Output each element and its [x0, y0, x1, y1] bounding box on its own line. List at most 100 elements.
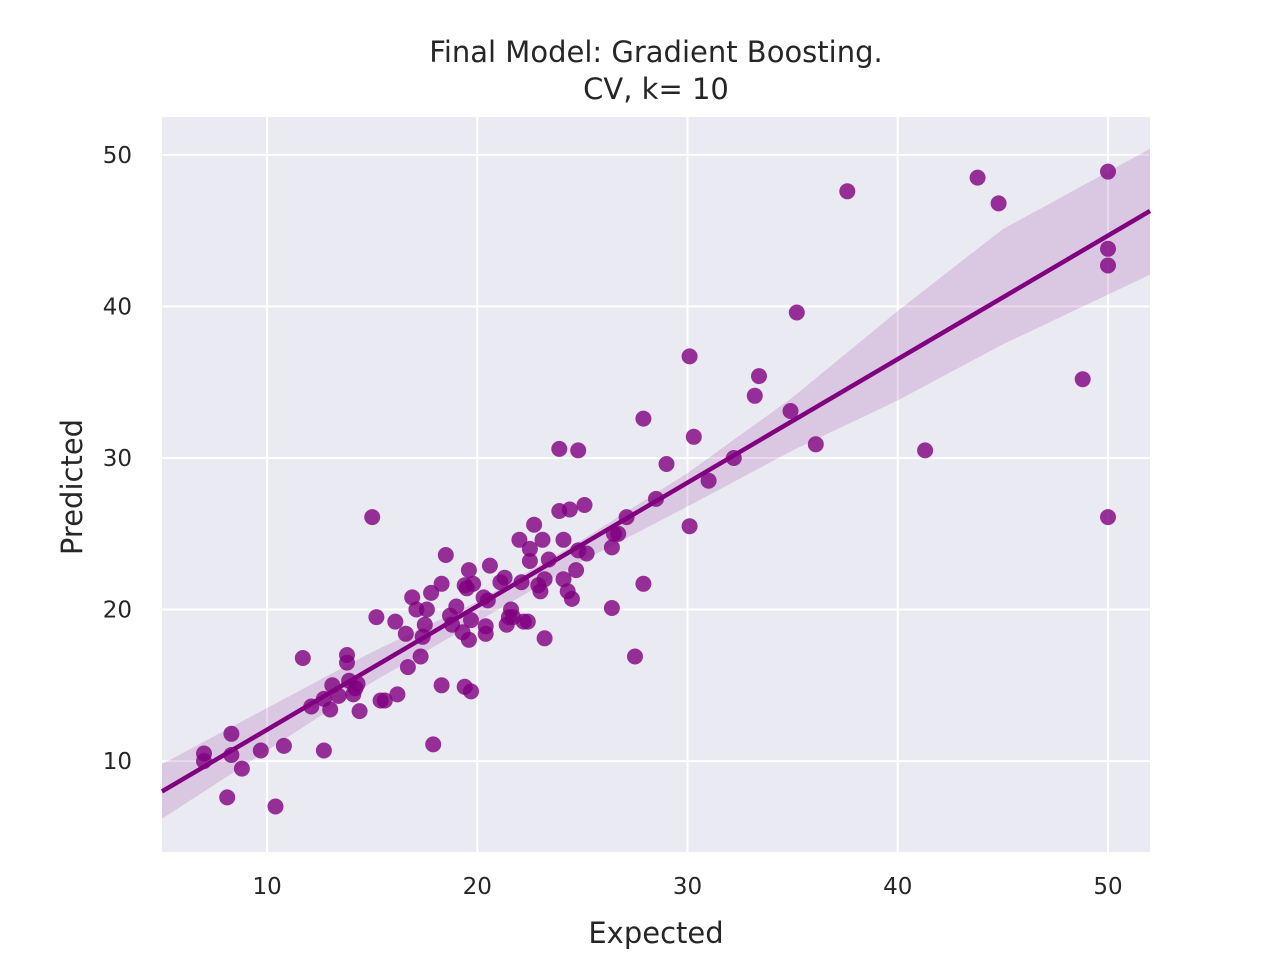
data-point [404, 589, 421, 606]
data-point [555, 531, 572, 548]
data-point [1100, 163, 1116, 180]
data-point [526, 516, 543, 533]
x-tick-label: 40 [883, 874, 912, 900]
data-point [433, 677, 450, 694]
data-point [551, 440, 568, 457]
data-point [1100, 240, 1116, 257]
data-point [618, 509, 635, 526]
y-tick-label: 40 [103, 294, 132, 320]
data-point [610, 525, 627, 542]
data-point [322, 701, 339, 718]
data-point [389, 686, 406, 703]
data-point [267, 798, 284, 815]
data-point [416, 616, 433, 633]
data-point [658, 456, 675, 472]
y-tick-label: 50 [103, 143, 132, 169]
data-point [555, 571, 572, 588]
y-axis-label: Predicted [55, 419, 89, 555]
data-point [479, 592, 496, 609]
data-points [196, 163, 1116, 815]
data-point [223, 747, 240, 763]
data-point [448, 598, 465, 615]
data-point [437, 547, 454, 563]
chart-title: Final Model: Gradient Boosting. [429, 35, 882, 69]
data-point [412, 648, 429, 665]
y-tick-label: 10 [103, 749, 132, 775]
data-point [219, 789, 236, 806]
data-point [725, 450, 742, 466]
data-point [917, 442, 934, 459]
data-point [496, 569, 513, 586]
data-point [681, 518, 698, 535]
data-point [990, 195, 1007, 212]
data-point [576, 497, 593, 513]
data-point [536, 571, 553, 588]
x-tick-labels: 10 20 30 40 50 [252, 874, 1122, 900]
data-point [635, 575, 652, 592]
data-point [540, 551, 557, 568]
x-tick-label: 20 [463, 874, 492, 900]
data-point [339, 654, 355, 671]
data-point [1074, 371, 1091, 388]
x-axis-label: Expected [588, 916, 723, 950]
data-point [519, 613, 536, 630]
data-point [627, 648, 643, 665]
data-point [648, 490, 664, 507]
data-point [349, 675, 366, 692]
data-point [423, 584, 440, 601]
y-tick-label: 30 [103, 446, 132, 472]
data-point [368, 609, 385, 626]
data-point [414, 628, 431, 645]
data-point [1100, 509, 1116, 526]
data-point [460, 631, 477, 648]
data-point [536, 630, 553, 647]
data-point [223, 725, 240, 742]
data-point [534, 531, 551, 548]
data-point [513, 574, 530, 591]
data-point [303, 698, 320, 715]
data-point [460, 562, 477, 579]
data-point [397, 625, 414, 642]
plot-area [162, 117, 1150, 852]
data-point [681, 348, 698, 365]
data-point [751, 368, 767, 385]
confidence-band [162, 148, 1150, 819]
data-point [399, 659, 416, 676]
data-point [635, 410, 652, 427]
chart-subtitle: CV, k= 10 [583, 72, 729, 106]
data-point [275, 737, 292, 754]
data-point [563, 590, 580, 607]
data-point [418, 601, 435, 618]
data-point [578, 545, 595, 562]
x-tick-label: 10 [252, 874, 281, 900]
data-point [969, 169, 986, 186]
data-point [839, 183, 856, 200]
data-point [1100, 257, 1116, 274]
data-point [570, 442, 587, 459]
data-point [463, 612, 479, 629]
data-point [252, 742, 269, 759]
data-point [603, 600, 620, 616]
data-point [465, 575, 482, 592]
data-point [425, 736, 442, 753]
data-point [351, 703, 368, 720]
data-point [433, 575, 450, 592]
y-tick-label: 20 [103, 598, 132, 624]
y-tick-labels: 10 20 30 40 50 [103, 143, 132, 775]
data-point [700, 472, 717, 489]
data-point [387, 613, 404, 630]
data-point [568, 562, 585, 579]
data-point [294, 650, 311, 666]
data-point [532, 583, 549, 600]
data-point [511, 531, 528, 548]
confidence-band-layer [162, 148, 1150, 819]
data-point [477, 625, 494, 642]
data-point [330, 687, 347, 704]
x-tick-label: 30 [673, 874, 702, 900]
data-point [233, 760, 250, 777]
data-point [561, 501, 578, 518]
data-point [463, 683, 479, 700]
x-tick-label: 50 [1093, 874, 1122, 900]
data-point [788, 304, 805, 321]
